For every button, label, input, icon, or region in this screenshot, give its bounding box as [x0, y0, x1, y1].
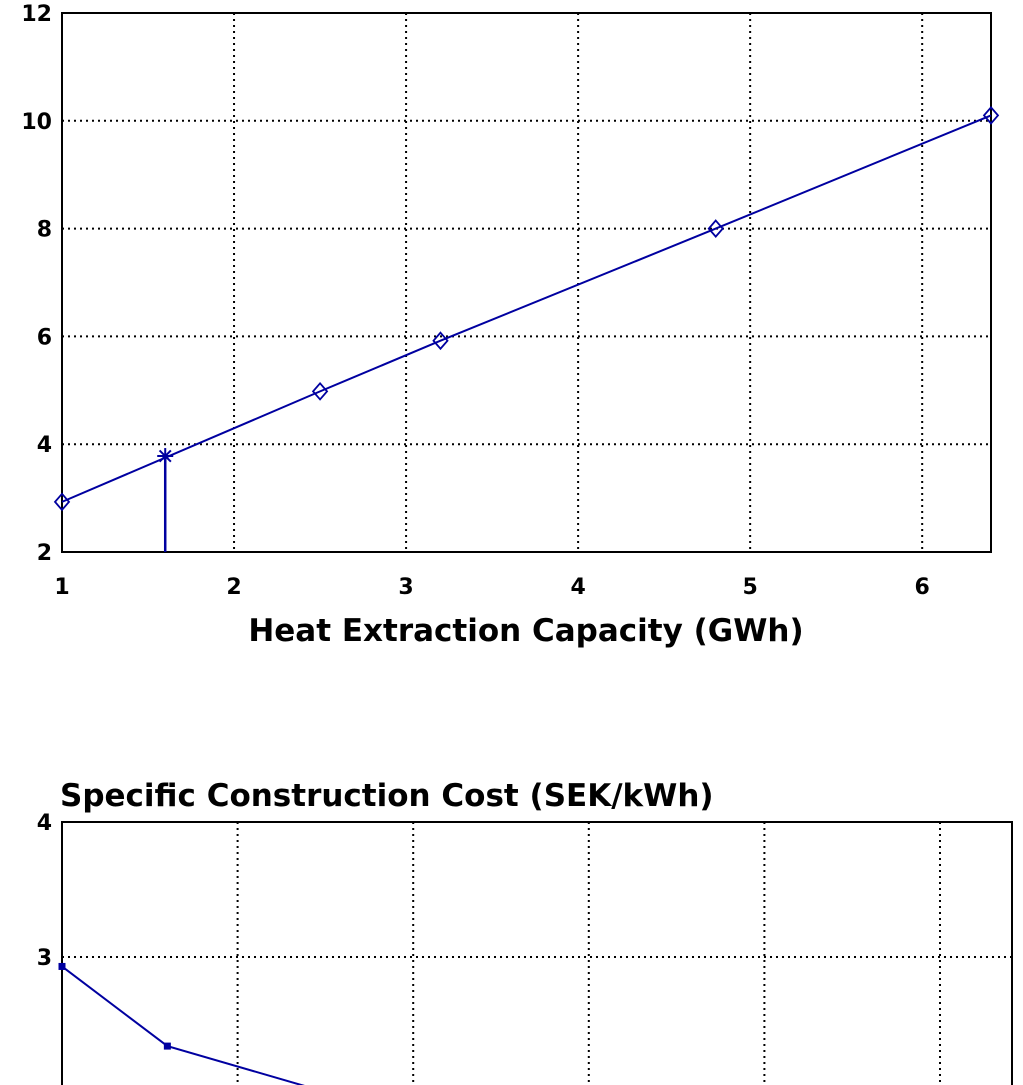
y-tick-label: 8 [37, 218, 52, 243]
series [53, 105, 1000, 552]
data-point-diamond [311, 381, 329, 401]
data-point-diamond [53, 492, 71, 512]
data-point-diamond [982, 105, 1000, 125]
chart-title: Specific Construction Cost (SEK/kWh) [60, 778, 714, 814]
x-tick-label: 1 [54, 575, 69, 600]
x-tick-label: 4 [570, 575, 585, 600]
highlight-point-asterisk [157, 448, 174, 465]
data-point-diamond [707, 219, 724, 239]
x-tick-label: 2 [226, 575, 241, 600]
y-tick-label: 12 [21, 2, 52, 27]
grid [62, 822, 1012, 1085]
y-tick-label: 4 [37, 811, 52, 836]
x-tick-label: 3 [398, 575, 413, 600]
chart-specific-construction-cost: Specific Construction Cost (SEK/kWh) 43 [37, 778, 1013, 1085]
asterisk-stroke [158, 449, 172, 463]
series-line [61, 965, 305, 1085]
data-point-square [163, 1042, 171, 1050]
data-point-diamond [432, 331, 449, 351]
data-point-square [58, 962, 66, 970]
y-tick-label: 10 [21, 110, 52, 135]
x-tick-labels: 1 2 3 4 5 6 [54, 575, 929, 600]
x-tick-label: 5 [742, 575, 757, 600]
series-line [61, 114, 992, 503]
y-tick-label: 3 [37, 946, 52, 971]
plot-frame [61, 821, 1013, 1085]
y-tick-label: 4 [37, 433, 52, 458]
y-tick-labels: 43 [37, 811, 52, 971]
x-axis-label: Heat Extraction Capacity (GWh) [248, 613, 803, 649]
series [58, 962, 305, 1085]
x-tick-label: 6 [915, 575, 930, 600]
grid [62, 13, 991, 552]
y-tick-label: 6 [37, 325, 52, 350]
y-tick-label: 2 [37, 541, 52, 566]
y-tick-labels: 2 4 6 8 10 12 [21, 2, 52, 566]
plot-frame [61, 12, 992, 553]
